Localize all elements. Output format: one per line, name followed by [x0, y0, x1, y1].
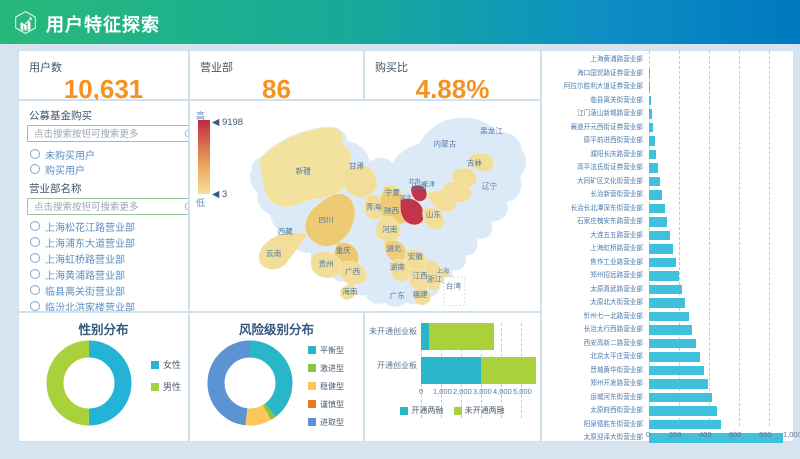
svg-text:陕西: 陕西 — [384, 205, 400, 215]
svg-text:广东: 广东 — [390, 290, 406, 300]
svg-text:谨慎型: 谨慎型 — [320, 399, 344, 409]
svg-text:男性: 男性 — [163, 381, 181, 392]
svg-text:黑龙江: 黑龙江 — [480, 125, 503, 135]
svg-text:台湾: 台湾 — [446, 280, 462, 290]
svg-text:稳健型: 稳健型 — [320, 381, 344, 391]
svg-text:宁夏: 宁夏 — [385, 187, 401, 197]
svg-text:北京: 北京 — [408, 178, 420, 186]
svg-text:山东: 山东 — [426, 209, 442, 219]
svg-text:平衡型: 平衡型 — [320, 345, 344, 355]
svg-text:湖北: 湖北 — [386, 244, 402, 253]
svg-text:贵州: 贵州 — [318, 258, 333, 268]
svg-text:四川: 四川 — [318, 216, 333, 225]
svg-text:河南: 河南 — [382, 224, 398, 234]
svg-text:辽宁: 辽宁 — [482, 180, 498, 190]
svg-text:海南: 海南 — [342, 286, 358, 296]
svg-text:云南: 云南 — [266, 248, 282, 258]
svg-text:福建: 福建 — [413, 289, 429, 299]
svg-text:激进型: 激进型 — [320, 363, 344, 373]
svg-text:女性: 女性 — [163, 359, 181, 370]
svg-text:内蒙古: 内蒙古 — [434, 139, 457, 149]
svg-text:进取型: 进取型 — [320, 418, 344, 427]
svg-text:浙江: 浙江 — [427, 274, 443, 284]
svg-text:天津: 天津 — [423, 181, 435, 189]
svg-text:安徽: 安徽 — [408, 251, 424, 261]
svg-text:甘肃: 甘肃 — [349, 160, 365, 170]
svg-text:吉林: 吉林 — [467, 158, 483, 168]
svg-text:湖南: 湖南 — [390, 261, 406, 271]
svg-text:西藏: 西藏 — [278, 226, 294, 236]
svg-text:重庆: 重庆 — [336, 245, 352, 255]
svg-text:河北: 河北 — [400, 194, 412, 202]
svg-text:青海: 青海 — [366, 201, 382, 211]
svg-text:广西: 广西 — [345, 266, 361, 276]
svg-text:江西: 江西 — [413, 271, 429, 280]
svg-text:新疆: 新疆 — [296, 165, 312, 175]
